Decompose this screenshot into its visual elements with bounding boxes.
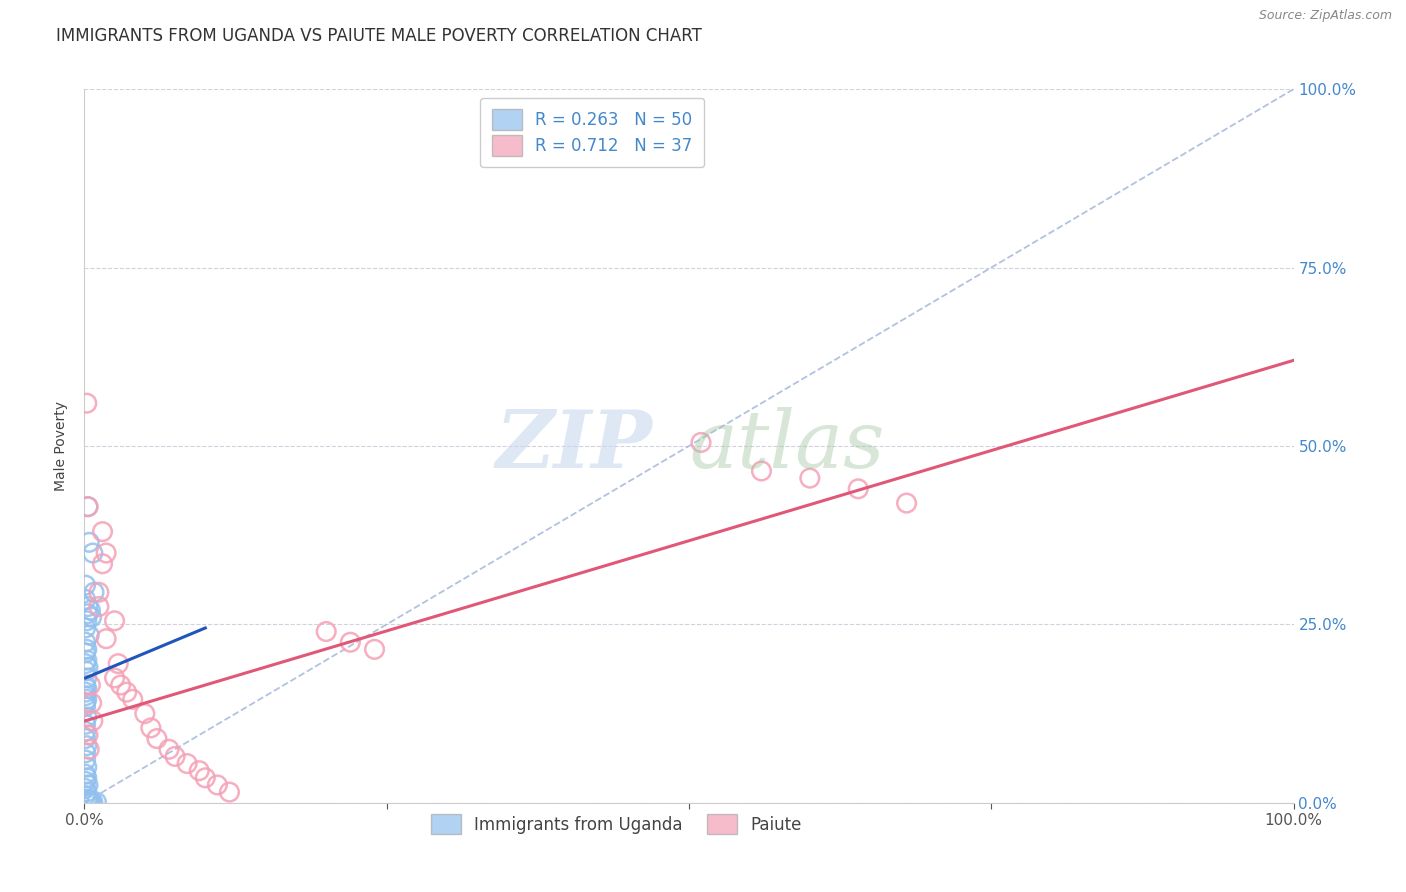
Point	[75, 774, 97, 789]
Point	[76, 760, 98, 774]
Point	[104, 614, 127, 628]
Point	[207, 778, 229, 792]
Point	[76, 785, 98, 799]
Point	[165, 749, 187, 764]
Point	[77, 599, 100, 614]
Point	[77, 794, 100, 808]
Point	[75, 696, 97, 710]
Text: IMMIGRANTS FROM UGANDA VS PAIUTE MALE POVERTY CORRELATION CHART: IMMIGRANTS FROM UGANDA VS PAIUTE MALE PO…	[56, 27, 702, 45]
Point	[146, 731, 169, 746]
Point	[91, 524, 114, 539]
Point	[363, 642, 385, 657]
Point	[104, 671, 127, 685]
Point	[80, 795, 103, 809]
Point	[76, 739, 98, 753]
Point	[77, 794, 100, 808]
Point	[690, 435, 713, 450]
Point	[75, 685, 97, 699]
Point	[82, 795, 104, 809]
Legend: Immigrants from Uganda, Paiute: Immigrants from Uganda, Paiute	[420, 804, 813, 845]
Point	[94, 632, 117, 646]
Text: Source: ZipAtlas.com: Source: ZipAtlas.com	[1258, 9, 1392, 22]
Point	[157, 742, 180, 756]
Point	[134, 706, 156, 721]
Point	[76, 396, 98, 410]
Point	[799, 471, 821, 485]
Text: atlas: atlas	[689, 408, 884, 484]
Point	[76, 642, 98, 657]
Point	[176, 756, 198, 771]
Point	[76, 653, 98, 667]
Point	[76, 792, 98, 806]
Point	[79, 678, 101, 692]
Point	[75, 678, 97, 692]
Point	[218, 785, 240, 799]
Point	[77, 500, 100, 514]
Point	[76, 692, 98, 706]
Point	[77, 535, 100, 549]
Point	[75, 789, 97, 803]
Point	[77, 607, 100, 621]
Point	[76, 771, 98, 785]
Point	[77, 778, 100, 792]
Point	[94, 546, 117, 560]
Point	[76, 681, 98, 696]
Point	[75, 664, 97, 678]
Point	[75, 699, 97, 714]
Point	[77, 742, 100, 756]
Y-axis label: Male Poverty: Male Poverty	[55, 401, 69, 491]
Point	[75, 724, 97, 739]
Point	[80, 610, 103, 624]
Point	[75, 578, 97, 592]
Point	[80, 696, 103, 710]
Point	[188, 764, 211, 778]
Point	[75, 592, 97, 607]
Point	[339, 635, 361, 649]
Point	[77, 728, 100, 742]
Point	[79, 795, 101, 809]
Point	[846, 482, 869, 496]
Point	[87, 585, 110, 599]
Point	[107, 657, 129, 671]
Point	[139, 721, 162, 735]
Point	[896, 496, 918, 510]
Point	[82, 714, 104, 728]
Point	[75, 689, 97, 703]
Point	[76, 671, 98, 685]
Point	[76, 710, 98, 724]
Point	[77, 660, 100, 674]
Point	[86, 795, 108, 809]
Point	[76, 614, 98, 628]
Point	[121, 692, 143, 706]
Point	[75, 646, 97, 660]
Text: ZIP: ZIP	[496, 408, 652, 484]
Point	[75, 753, 97, 767]
Point	[75, 731, 97, 746]
Point	[751, 464, 773, 478]
Point	[91, 557, 114, 571]
Point	[75, 717, 97, 731]
Point	[75, 767, 97, 781]
Point	[77, 628, 100, 642]
Point	[194, 771, 217, 785]
Point	[315, 624, 337, 639]
Point	[83, 585, 105, 599]
Point	[75, 621, 97, 635]
Point	[79, 603, 101, 617]
Point	[82, 546, 104, 560]
Point	[110, 678, 132, 692]
Point	[75, 746, 97, 760]
Point	[77, 500, 100, 514]
Point	[75, 635, 97, 649]
Point	[75, 657, 97, 671]
Point	[115, 685, 138, 699]
Point	[75, 781, 97, 796]
Point	[87, 599, 110, 614]
